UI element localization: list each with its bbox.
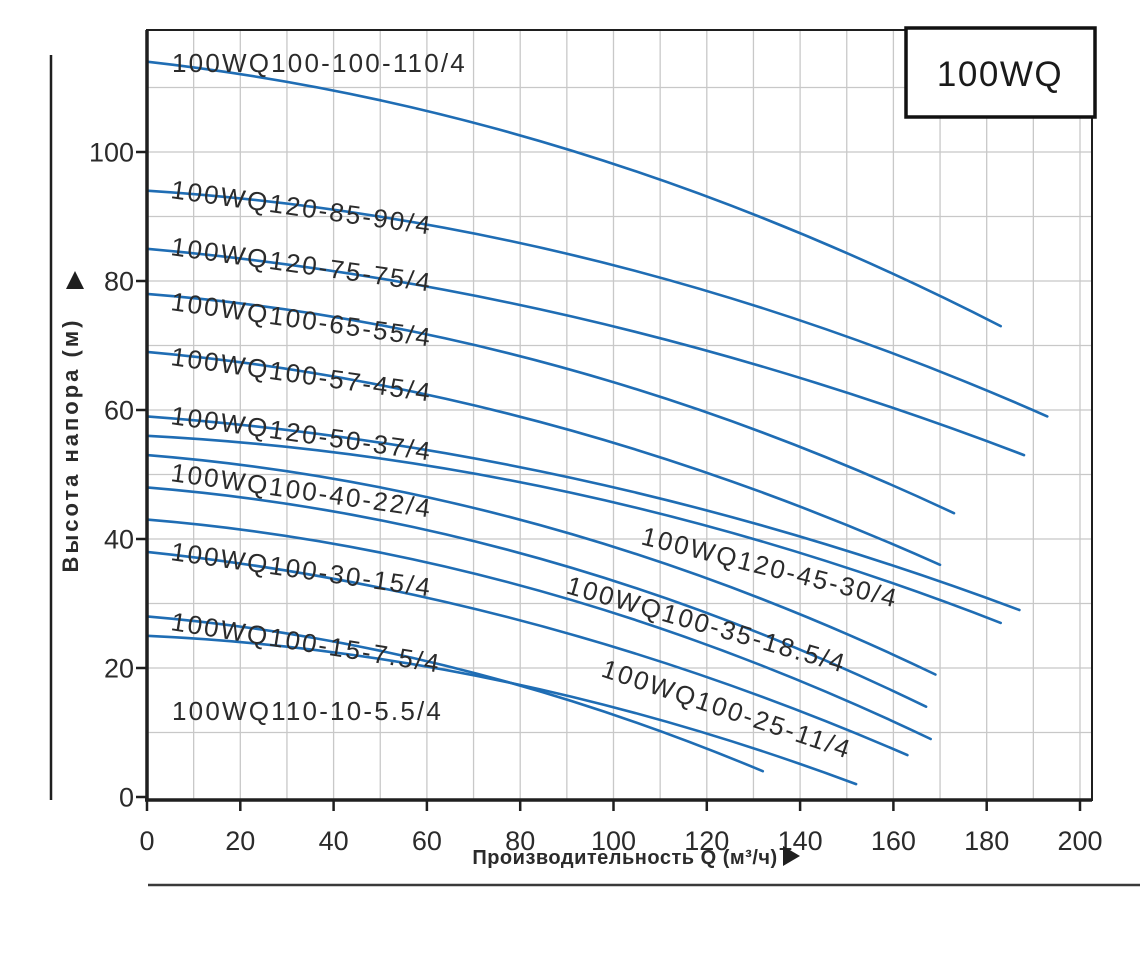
- pump-curve-100WQ110-10-5.5/4: [145, 634, 858, 786]
- y-tick-label: 20: [104, 654, 134, 684]
- pump-curve-100WQ100-15-7.5/4: [145, 615, 765, 773]
- curve-label: 100WQ100-57-45/4: [169, 341, 434, 407]
- y-tick-label: 100: [89, 138, 134, 168]
- curve-layer: [145, 60, 1049, 786]
- pump-curve-100WQ100-25-11/4: [145, 550, 909, 757]
- x-tick-label: 20: [225, 826, 255, 856]
- y-tick-label: 0: [119, 783, 134, 813]
- pump-curve-100WQ100-57-45/4: [145, 350, 942, 567]
- up-arrow-icon: [66, 271, 84, 289]
- pump-curve-100WQ120-50-37/4: [145, 415, 1021, 612]
- curve-label: 100WQ110-10-5.5/4: [172, 696, 443, 726]
- series-title-label: 100WQ: [937, 55, 1063, 94]
- right-arrow-icon: [783, 846, 800, 866]
- curve-label: 100WQ100-100-110/4: [172, 48, 467, 78]
- x-tick-label: 180: [964, 826, 1009, 856]
- axis-layer: [136, 29, 1093, 811]
- y-axis-title: Высота напора (м): [58, 318, 83, 573]
- pump-curve-100WQ120-75-75/4: [145, 247, 1026, 457]
- curve-label: 100WQ120-75-75/4: [169, 231, 434, 297]
- pump-curve-100WQ100-30-15/4: [145, 518, 932, 741]
- y-tick-label: 40: [104, 525, 134, 555]
- x-tick-label: 40: [319, 826, 349, 856]
- curve-label: 100WQ120-85-90/4: [169, 174, 434, 240]
- y-tick-label: 80: [104, 267, 134, 297]
- pump-curve-100WQ120-85-90/4: [145, 189, 1049, 418]
- curve-label: 100WQ100-40-22/4: [169, 457, 434, 523]
- y-tick-label: 60: [104, 396, 134, 426]
- x-tick-label: 60: [412, 826, 442, 856]
- pump-curve-100WQ100-35-18.5/4: [145, 486, 928, 708]
- pump-curve-100WQ100-100-110/4: [145, 60, 1002, 328]
- curve-label-layer: 100WQ100-100-110/4100WQ120-85-90/4100WQ1…: [169, 48, 901, 765]
- x-tick-label: 80: [505, 826, 535, 856]
- x-tick-label: 200: [1057, 826, 1102, 856]
- x-tick-label: 160: [871, 826, 916, 856]
- x-tick-label: 120: [684, 826, 729, 856]
- x-axis-title: Производительность Q (м³/ч): [472, 847, 777, 869]
- series-title-box: [904, 26, 1097, 119]
- x-tick-label: 100: [591, 826, 636, 856]
- pump-curve-100WQ100-40-22/4: [145, 453, 937, 676]
- curve-label: 100WQ100-30-15/4: [169, 536, 434, 602]
- grid-layer: [147, 30, 1092, 800]
- x-tick-label: 0: [139, 826, 154, 856]
- pump-curve-100WQ100-65-55/4: [145, 292, 956, 515]
- curve-label: 100WQ100-65-55/4: [169, 286, 434, 352]
- pump-curve-100WQ120-45-30/4: [145, 434, 1002, 625]
